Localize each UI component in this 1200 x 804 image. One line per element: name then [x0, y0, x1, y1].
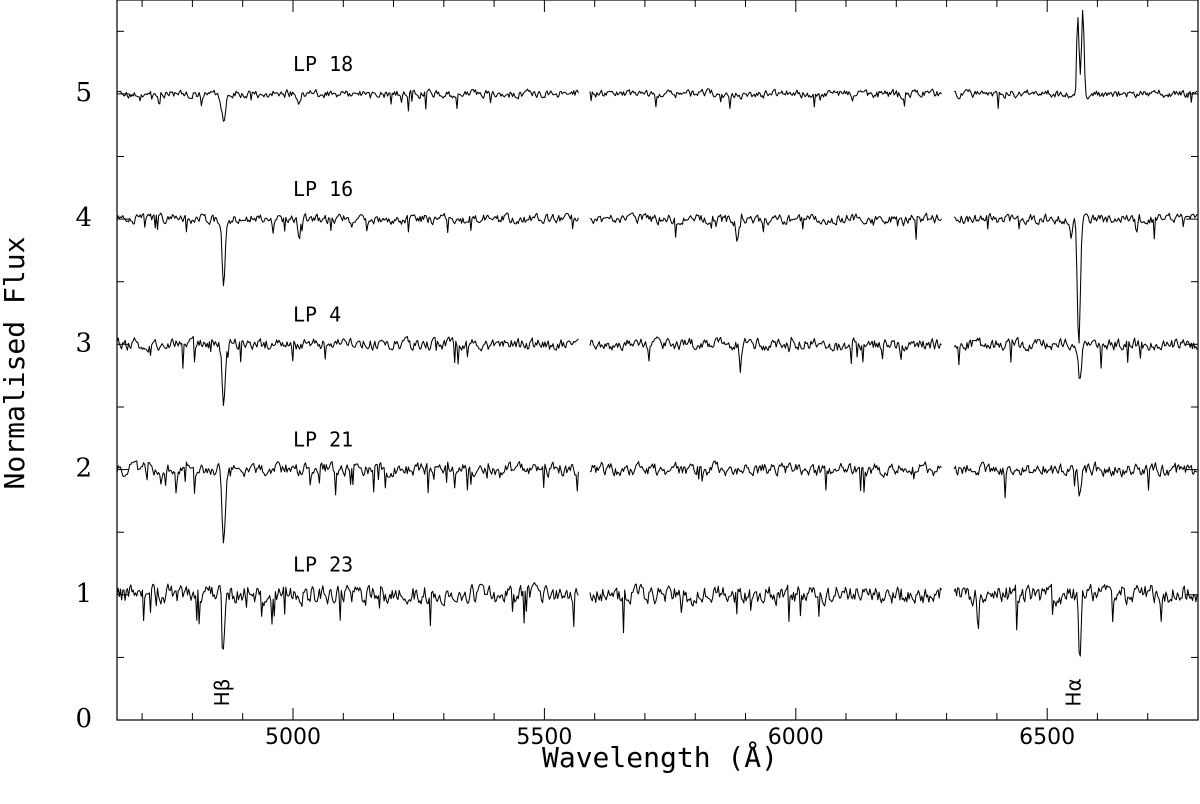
x-tick-label: 6000: [768, 725, 824, 750]
y-tick-label: 4: [75, 203, 92, 233]
y-axis-label: Normalised Flux: [0, 236, 31, 490]
tick-layer: 5000 5500 6000 6500 0 1 2 3 4 5: [75, 0, 1199, 750]
label-layer: LP 18 LP 16 LP 4 LP 21 LP 23 Hβ Hα: [210, 52, 1085, 707]
x-tick-label: 5500: [516, 725, 572, 750]
series-label-3: LP 4: [293, 302, 341, 326]
x-tick-label: 6500: [1019, 725, 1075, 750]
y-tick-label: 5: [75, 78, 92, 108]
y-tick-label: 1: [75, 579, 92, 609]
spectrum-line-4: [116, 460, 1198, 544]
line-annotation-1: Hβ: [210, 679, 234, 707]
x-tick-label: 5000: [265, 725, 321, 750]
x-axis-label: Wavelength (Å): [541, 741, 778, 774]
series-label-2: LP 16: [293, 177, 353, 201]
y-tick-label: 0: [75, 704, 92, 734]
series-label-5: LP 23: [293, 553, 353, 577]
y-tick-label: 3: [75, 328, 92, 358]
series-layer: [116, 9, 1198, 657]
series-label-4: LP 21: [293, 428, 353, 452]
plot-frame: [116, 0, 1199, 721]
spectrum-line-1: [116, 9, 1198, 122]
spectrum-line-3: [116, 335, 1198, 407]
spectrum-line-5: [116, 582, 1198, 657]
series-label-1: LP 18: [293, 52, 353, 76]
line-annotation-2: Hα: [1061, 678, 1085, 706]
y-tick-label: 2: [75, 454, 92, 484]
spectrum-line-2: [116, 212, 1198, 344]
